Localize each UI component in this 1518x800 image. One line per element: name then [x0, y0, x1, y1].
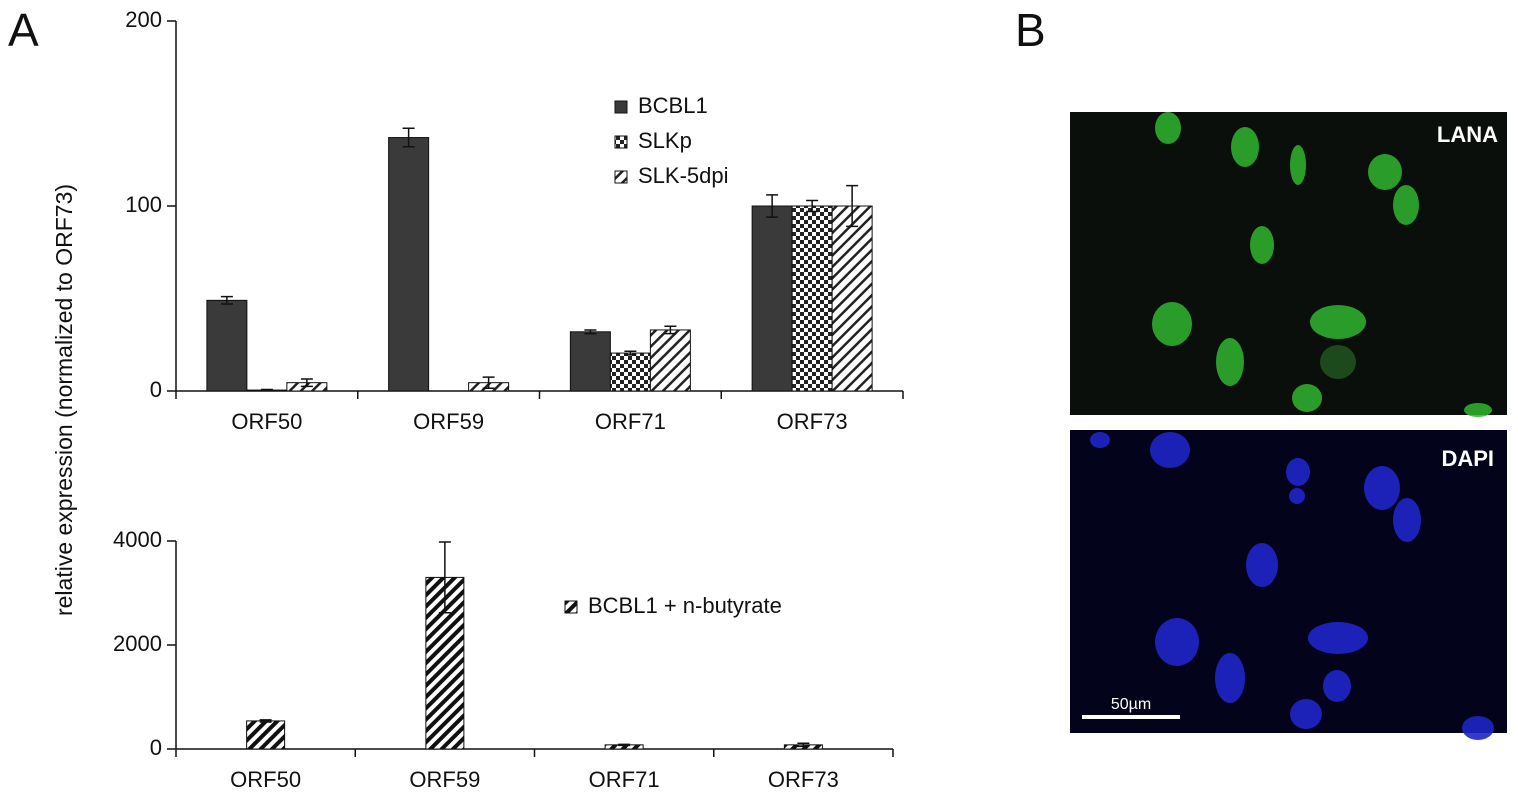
panel-label: A: [8, 4, 39, 56]
bar: [791, 205, 833, 392]
bar: [649, 329, 691, 392]
legend-swatch: [564, 600, 578, 614]
bar: [246, 720, 286, 750]
micrograph-dapi: [1070, 430, 1507, 740]
micrograph-lana: [1070, 112, 1507, 417]
x-tick-label: ORF71: [595, 409, 666, 434]
error-bar: [797, 742, 810, 748]
x-tick-label: ORF50: [230, 767, 301, 792]
legend-swatch: [614, 170, 628, 184]
error-bar: [259, 719, 272, 723]
x-tick-label: ORF73: [768, 767, 839, 792]
x-tick-label: ORF59: [413, 409, 484, 434]
y-axis-label: relative expression (normalized to ORF73…: [51, 184, 77, 616]
image-label: DAPI: [1441, 446, 1494, 471]
bar: [751, 205, 793, 392]
error-bar: [618, 743, 631, 747]
error-bar: [624, 350, 637, 356]
y-tick-label: 4000: [113, 527, 162, 552]
legend-label: BCBL1 + n-butyrate: [588, 593, 782, 618]
error-bar: [260, 388, 273, 392]
error-bar: [766, 194, 779, 218]
y-tick-label: 2000: [113, 631, 162, 656]
x-tick-label: ORF73: [777, 409, 848, 434]
y-tick-label: 0: [150, 377, 162, 402]
error-bar: [846, 184, 859, 228]
error-bar: [402, 127, 415, 148]
error-bar: [806, 199, 819, 213]
x-tick-label: ORF50: [231, 409, 302, 434]
bar: [206, 299, 248, 392]
x-tick-label: ORF71: [589, 767, 660, 792]
legend-label: SLK-5dpi: [638, 163, 729, 188]
y-tick-label: 0: [150, 735, 162, 760]
legend-swatch: [614, 135, 628, 149]
legend-label: BCBL1: [638, 93, 708, 118]
error-bar: [438, 541, 451, 614]
scale-bar-label: 50µm: [1111, 696, 1151, 713]
x-tick-label: ORF59: [409, 767, 480, 792]
bar: [609, 352, 651, 392]
error-bar: [300, 378, 313, 388]
error-bar: [584, 329, 597, 335]
error-bar: [482, 376, 495, 389]
y-tick-label: 100: [125, 192, 162, 217]
error-bar: [220, 295, 233, 305]
error-bar: [664, 325, 677, 335]
y-tick-label: 200: [125, 7, 162, 32]
legend-swatch: [614, 100, 628, 114]
bar: [388, 137, 430, 392]
bar: [569, 331, 611, 392]
image-label: LANA: [1437, 122, 1498, 147]
legend-label: SLKp: [638, 128, 692, 153]
panel-label: B: [1015, 4, 1046, 56]
bar: [831, 205, 873, 392]
